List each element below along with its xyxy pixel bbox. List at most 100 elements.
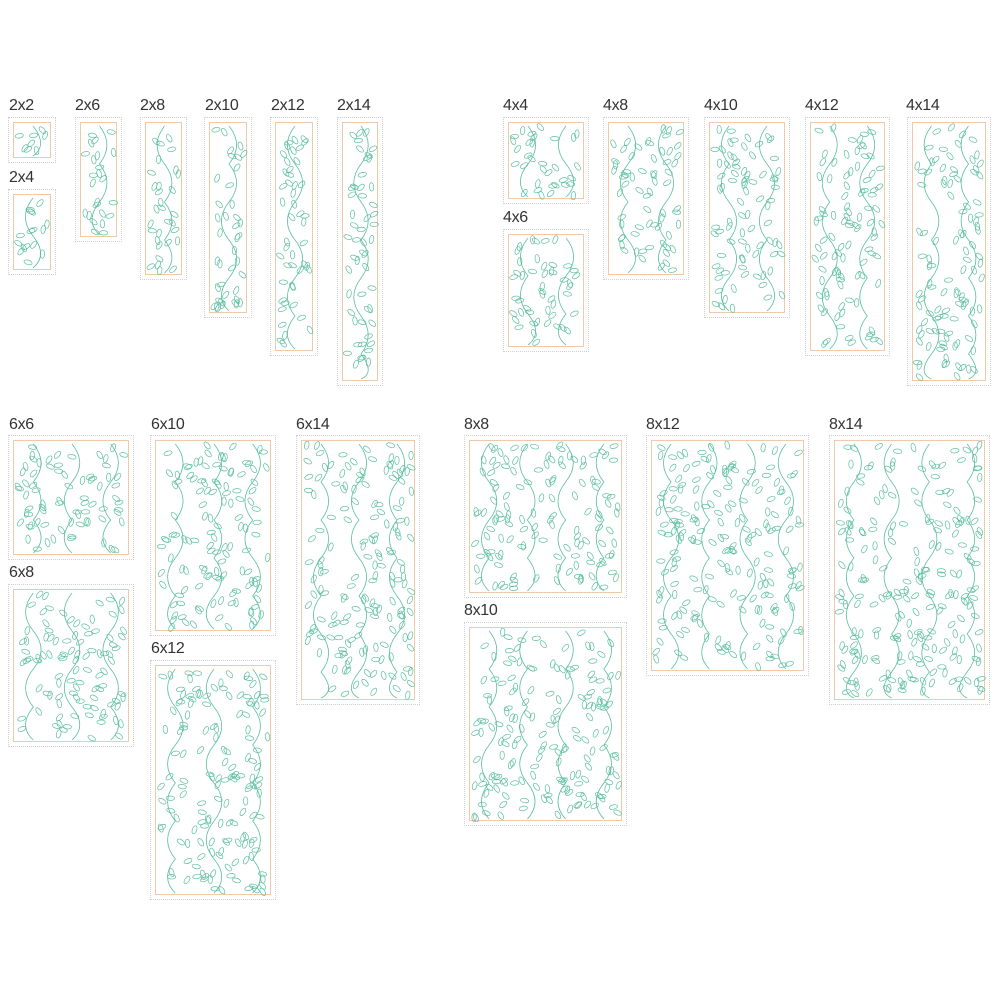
leaf-icon (74, 649, 81, 659)
leaf-icon (119, 452, 129, 458)
leaf-icon (954, 139, 962, 148)
leaf-icon (532, 338, 541, 346)
vine-stem (519, 443, 536, 592)
leaf-icon (558, 665, 566, 674)
leaf-icon (843, 213, 851, 222)
leaf-icon (675, 219, 682, 229)
leaf-icon (89, 178, 96, 188)
leaf-icon (976, 304, 983, 314)
leaf-icon (363, 445, 371, 453)
leaf-icon (218, 298, 226, 307)
leaf-icon (683, 464, 690, 473)
leaf-icon (747, 224, 756, 233)
leaf-icon (33, 146, 40, 156)
leaf-icon (52, 636, 59, 646)
size-label: 2x6 (75, 97, 100, 114)
leaf-icon (474, 564, 480, 574)
leaf-icon (197, 853, 206, 860)
leaf-icon (241, 711, 251, 718)
leaf-icon (249, 883, 259, 890)
vine-stem (351, 443, 367, 699)
quilt-block-6x10 (150, 435, 276, 636)
leaf-icon (202, 726, 209, 735)
leaf-icon (887, 677, 897, 683)
leaf-icon (371, 656, 381, 663)
leaf-icon (523, 152, 533, 159)
leaf-vine-pattern (146, 125, 181, 276)
leaf-icon (406, 595, 414, 605)
vine-stem (167, 443, 184, 630)
leaf-icon (630, 231, 640, 237)
leaf-icon (548, 261, 558, 268)
leaf-icon (602, 493, 612, 499)
leaf-icon (349, 209, 356, 219)
leaf-icon (517, 256, 523, 267)
leaf-icon (56, 678, 62, 688)
leaf-icon (248, 757, 257, 764)
vine-stem (353, 125, 369, 380)
leaf-icon (878, 594, 886, 603)
leaf-icon (235, 838, 242, 847)
leaf-icon (100, 667, 108, 675)
leaf-icon (953, 235, 959, 245)
leaf-icon (193, 457, 199, 467)
leaf-icon (752, 249, 760, 258)
leaf-icon (970, 346, 976, 356)
leaf-icon (530, 770, 536, 780)
leaf-icon (239, 566, 245, 576)
leaf-icon (19, 658, 28, 666)
leaf-icon (254, 776, 264, 783)
leaf-icon (771, 606, 780, 614)
leaf-icon (935, 313, 944, 321)
leaf-icon (573, 560, 579, 570)
leaf-icon (288, 213, 296, 221)
leaf-icon (556, 776, 566, 783)
leaf-icon (218, 451, 224, 461)
leaf-icon (190, 537, 200, 544)
leaf-icon (931, 327, 940, 335)
leaf-icon (710, 465, 716, 475)
leaf-icon (761, 472, 771, 479)
leaf-icon (677, 482, 686, 489)
leaf-icon (927, 279, 933, 289)
leaf-icon (657, 529, 667, 536)
leaf-icon (610, 139, 617, 149)
leaf-icon (937, 664, 947, 670)
leaf-icon (655, 222, 663, 231)
leaf-icon (727, 463, 734, 472)
leaf-icon (855, 271, 862, 280)
leaf-icon (305, 630, 314, 638)
leaf-icon (530, 235, 536, 245)
vine-stem (658, 125, 674, 274)
leaf-icon (238, 271, 247, 279)
leaf-icon (366, 340, 376, 348)
leaf-icon (182, 463, 192, 469)
leaf-icon (896, 659, 906, 665)
leaf-icon (915, 373, 924, 381)
leaf-icon (284, 237, 290, 247)
leaf-icon (545, 478, 552, 488)
leaf-vine-pattern (14, 443, 129, 554)
leaf-icon (354, 632, 363, 639)
leaf-icon (369, 201, 378, 208)
leaf-icon (739, 514, 746, 523)
leaf-icon (844, 222, 854, 229)
leaf-icon (495, 552, 503, 561)
leaf-icon (250, 478, 259, 486)
leaf-icon (519, 525, 529, 533)
leaf-icon (259, 708, 266, 717)
leaf-icon (374, 549, 382, 557)
leaf-icon (67, 454, 77, 460)
leaf-icon (497, 811, 504, 820)
leaf-icon (94, 197, 100, 207)
leaf-icon (362, 593, 370, 602)
leaf-icon (574, 162, 581, 171)
leaf-icon (514, 324, 524, 331)
leaf-icon (613, 573, 619, 583)
leaf-icon (506, 510, 512, 520)
leaf-icon (378, 655, 385, 664)
leaf-icon (338, 452, 348, 458)
leaf-icon (911, 592, 920, 600)
leaf-icon (951, 529, 959, 538)
leaf-icon (509, 310, 518, 317)
